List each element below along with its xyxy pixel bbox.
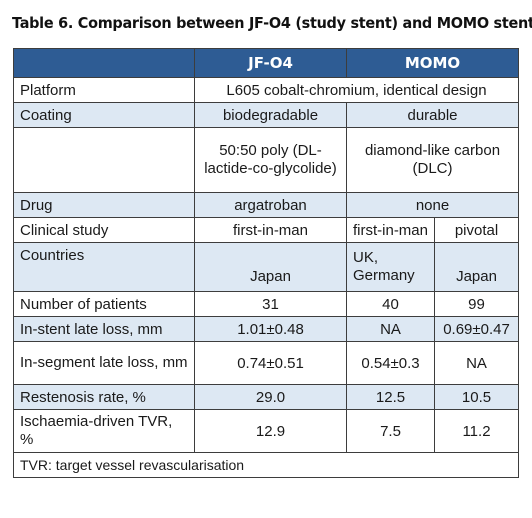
clinical-study-jf-value: first-in-man xyxy=(194,217,347,243)
tvr-momo-a-value: 7.5 xyxy=(346,409,435,453)
row-label: Countries xyxy=(13,242,195,292)
header-jf-o4: JF-O4 xyxy=(194,48,347,78)
row-label: Number of patients xyxy=(13,291,195,317)
row-label: In-segment late loss, mm xyxy=(13,341,195,385)
drug-jf-value: argatroban xyxy=(194,192,347,218)
row-coating-detail: 50:50 poly (DL-lactide-co-glycolide) dia… xyxy=(13,127,520,193)
row-patients: Number of patients 31 40 99 xyxy=(13,291,520,317)
tvr-jf-value: 12.9 xyxy=(194,409,347,453)
instent-momo-b-value: 0.69±0.47 xyxy=(433,316,520,342)
empty-label-cell xyxy=(13,127,195,193)
restenosis-momo-b-value: 10.5 xyxy=(433,384,520,410)
header-momo: MOMO xyxy=(345,48,520,78)
row-tvr: Ischaemia-driven TVR, % 12.9 7.5 11.2 xyxy=(13,409,520,453)
row-clinical-study: Clinical study first-in-man first-in-man… xyxy=(13,217,520,243)
table-title: Table 6. Comparison between JF-O4 (study… xyxy=(12,14,532,32)
row-label: Coating xyxy=(13,102,195,128)
row-label: Platform xyxy=(13,77,195,103)
row-restenosis-rate: Restenosis rate, % 29.0 12.5 10.5 xyxy=(13,384,520,410)
comparison-table: JF-O4 MOMO Platform L605 cobalt-chromium… xyxy=(12,48,520,478)
restenosis-momo-a-value: 12.5 xyxy=(346,384,435,410)
insegment-momo-a-value: 0.54±0.3 xyxy=(346,341,435,385)
tvr-momo-b-value: 11.2 xyxy=(433,409,520,453)
row-instent-late-loss: In-stent late loss, mm 1.01±0.48 NA 0.69… xyxy=(13,316,520,342)
patients-momo-a-value: 40 xyxy=(346,291,435,317)
insegment-momo-b-value: NA xyxy=(433,341,520,385)
row-platform: Platform L605 cobalt-chromium, identical… xyxy=(13,77,520,103)
countries-jf-value: Japan xyxy=(194,242,347,292)
platform-value: L605 cobalt-chromium, identical design xyxy=(193,77,520,103)
instent-jf-value: 1.01±0.48 xyxy=(194,316,347,342)
coating-detail-momo-value: diamond-like carbon (DLC) xyxy=(345,127,520,193)
row-countries: Countries Japan UK, Germany Japan xyxy=(13,242,520,292)
row-label: Drug xyxy=(13,192,195,218)
patients-jf-value: 31 xyxy=(194,291,347,317)
table-footnote: TVR: target vessel revascularisation xyxy=(12,452,520,478)
coating-jf-value: biodegradable xyxy=(194,102,347,128)
clinical-study-momo-b-value: pivotal xyxy=(433,217,520,243)
row-label: In-stent late loss, mm xyxy=(13,316,195,342)
row-drug: Drug argatroban none xyxy=(13,192,520,218)
drug-momo-value: none xyxy=(345,192,520,218)
countries-momo-a-value: UK, Germany xyxy=(346,242,435,292)
countries-momo-b-value: Japan xyxy=(433,242,520,292)
restenosis-jf-value: 29.0 xyxy=(194,384,347,410)
coating-detail-jf-value: 50:50 poly (DL-lactide-co-glycolide) xyxy=(194,127,347,193)
insegment-jf-value: 0.74±0.51 xyxy=(194,341,347,385)
row-coating: Coating biodegradable durable xyxy=(13,102,520,128)
clinical-study-momo-a-value: first-in-man xyxy=(346,217,435,243)
row-insegment-late-loss: In-segment late loss, mm 0.74±0.51 0.54±… xyxy=(13,341,520,385)
row-label: Ischaemia-driven TVR, % xyxy=(13,409,195,453)
row-label: Clinical study xyxy=(13,217,195,243)
header-row: JF-O4 MOMO xyxy=(13,48,520,78)
coating-momo-value: durable xyxy=(345,102,520,128)
instent-momo-a-value: NA xyxy=(346,316,435,342)
patients-momo-b-value: 99 xyxy=(433,291,520,317)
header-blank-cell xyxy=(13,48,195,78)
row-label: Restenosis rate, % xyxy=(13,384,195,410)
row-footnote: TVR: target vessel revascularisation xyxy=(12,452,520,478)
